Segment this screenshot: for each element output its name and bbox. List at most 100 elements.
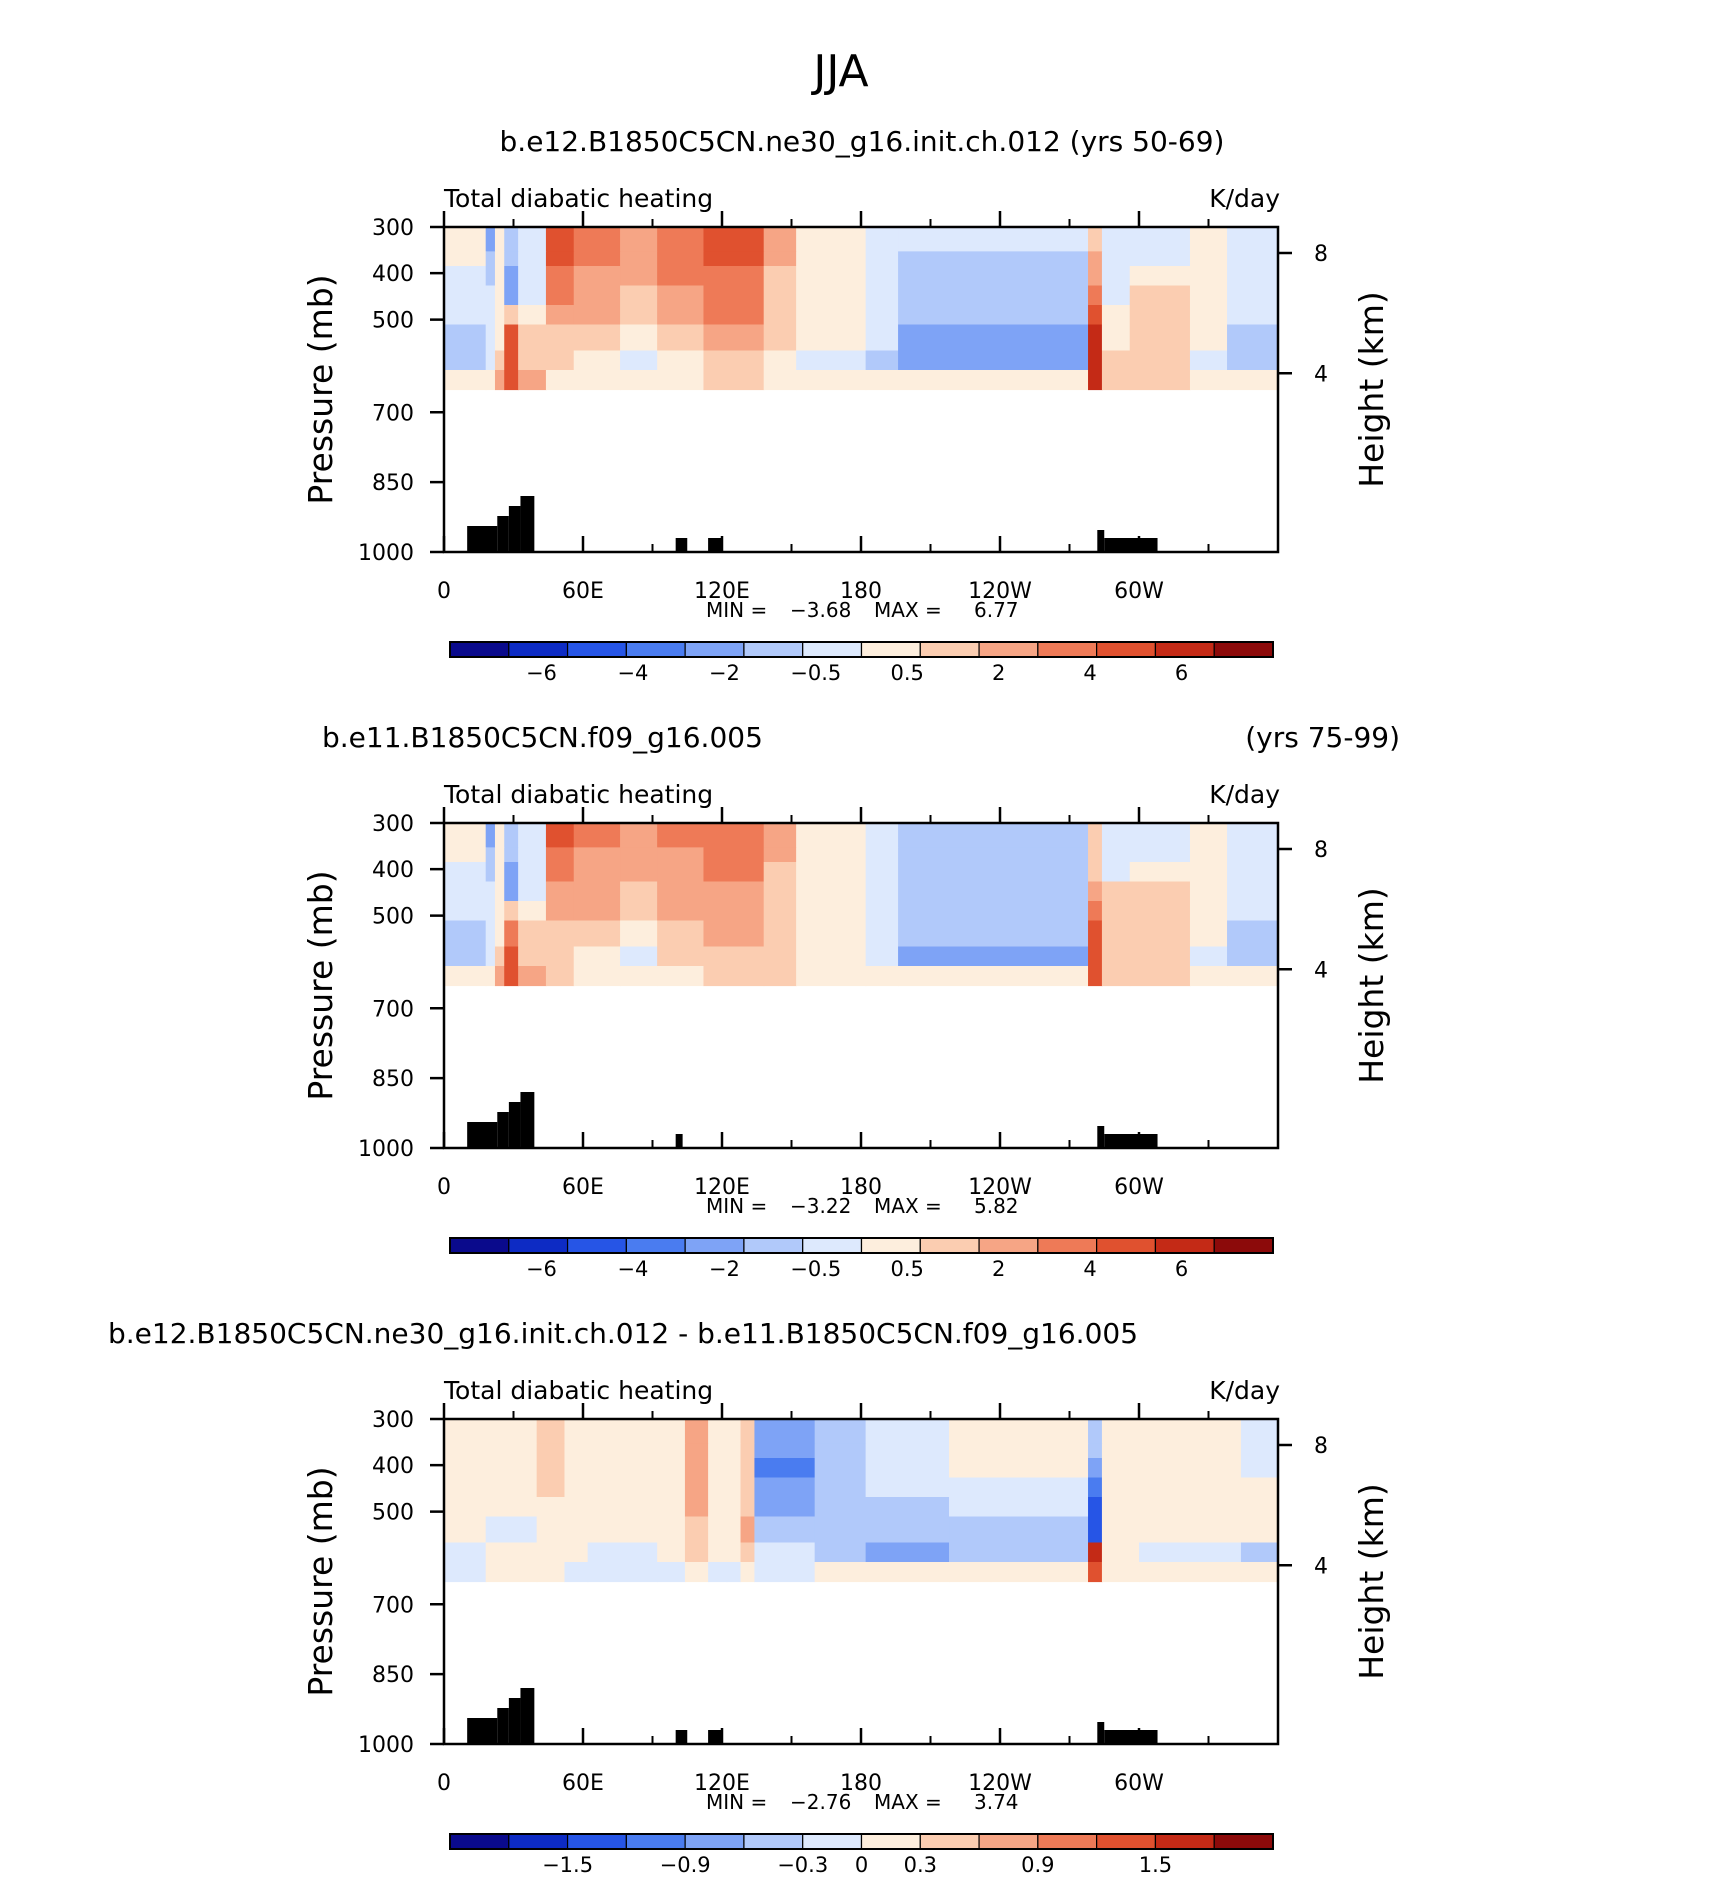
contour-cell: [494, 920, 505, 948]
contour-cell: [898, 847, 1089, 863]
colorbar-swatch: [508, 1833, 569, 1850]
x-tick-label: 120E: [694, 1175, 750, 1200]
contour-cell: [587, 1458, 658, 1479]
contour-cell: [1101, 251, 1131, 267]
contour-cell: [518, 305, 547, 326]
contour-cell: [494, 862, 505, 883]
contour-cell: [573, 881, 621, 902]
contour-field: [444, 227, 1279, 391]
topography-block: [508, 506, 521, 552]
y-right-tick-label: 8: [1314, 838, 1328, 863]
contour-cell: [485, 847, 496, 863]
contour-cell: [814, 1497, 867, 1518]
contour-cell: [494, 324, 505, 352]
contour-cell: [657, 1477, 686, 1498]
contour-cell: [865, 350, 899, 371]
contour-cell: [949, 1516, 992, 1544]
contour-cell: [494, 266, 505, 287]
contour-cell: [536, 1542, 566, 1563]
contour-cell: [485, 1419, 538, 1444]
contour-cell: [494, 901, 505, 922]
y-tick-label: 1000: [358, 1137, 414, 1162]
contour-cell: [444, 251, 487, 267]
contour-cell: [703, 370, 765, 391]
contour-cell: [740, 1562, 756, 1583]
contour-cell: [1101, 1477, 1140, 1498]
contour-cell: [796, 324, 867, 352]
contour-cell: [708, 1458, 728, 1479]
colorbar-swatch: [1037, 1833, 1098, 1850]
contour-cell: [1101, 285, 1131, 306]
contour-cell: [657, 370, 705, 391]
contour-cell: [990, 1562, 1089, 1583]
contour-cell: [703, 350, 765, 371]
contour-cell: [657, 1458, 686, 1479]
contour-cell: [1240, 1443, 1279, 1459]
contour-cell: [620, 266, 658, 287]
x-tick-label: 60W: [1114, 1771, 1164, 1796]
contour-cell: [898, 881, 1089, 902]
contour-cell: [740, 1542, 756, 1563]
contour-cell: [657, 1516, 686, 1544]
contour-cell: [1101, 946, 1131, 967]
contour-cell: [865, 1542, 950, 1563]
contour-cell: [573, 946, 621, 967]
topography-block: [675, 538, 688, 552]
contour-cell: [1139, 1443, 1242, 1459]
contour-cell: [573, 370, 621, 391]
contour-cell: [444, 823, 487, 848]
contour-cell: [1227, 324, 1279, 352]
contour-cell: [754, 1419, 816, 1444]
contour-cell: [587, 1497, 658, 1518]
contour-cell: [1189, 305, 1228, 326]
contour-cell: [1101, 920, 1131, 948]
colorbar-swatch: [625, 641, 686, 658]
contour-cell: [587, 1477, 658, 1498]
y-right-tick-label: 8: [1314, 1434, 1328, 1459]
contour-cell: [485, 305, 496, 326]
colorbar-swatch: [1037, 641, 1098, 658]
topography-block: [708, 538, 722, 552]
contour-cell: [684, 1477, 709, 1498]
contour-cell: [1227, 350, 1279, 371]
contour-cell: [754, 1497, 816, 1518]
contour-cell: [1101, 1497, 1140, 1518]
y-tick-label: 500: [372, 905, 414, 930]
chart-panel-2: b.e11.B1850C5CN.f09_g16.005 (yrs 75-99) To…: [301, 721, 1400, 1281]
contour-cell: [1189, 251, 1228, 267]
contour-cell: [898, 227, 1089, 252]
contour-cell: [657, 823, 705, 848]
contour-cell: [573, 266, 621, 287]
contour-cell: [573, 847, 621, 863]
contour-cell: [504, 227, 519, 252]
contour-cell: [726, 1443, 742, 1459]
y-tick-label: 1000: [358, 541, 414, 566]
contour-cell: [1101, 862, 1131, 883]
contour-cell: [504, 266, 519, 287]
contour-cell: [1088, 324, 1103, 352]
colorbar-label: 0.3: [904, 1853, 937, 1877]
colorbar-swatch: [625, 1237, 686, 1254]
colorbar-label: −4: [617, 1257, 648, 1281]
contour-cell: [504, 324, 519, 352]
colorbar-label: 0.9: [1021, 1853, 1054, 1877]
min-label: MIN =: [706, 598, 767, 622]
contour-cell: [494, 966, 505, 987]
colorbar-swatch: [802, 1833, 863, 1850]
contour-cell: [1088, 823, 1103, 848]
min-value: −2.76: [790, 1790, 851, 1814]
colorbar-swatch: [1213, 1237, 1274, 1254]
contour-cell: [485, 1542, 538, 1563]
contour-cell: [444, 847, 487, 863]
contour-cell: [865, 1458, 950, 1479]
y-tick-label: 850: [372, 1663, 414, 1688]
contour-cell: [1129, 901, 1191, 922]
contour-cell: [949, 1443, 992, 1459]
topography-block: [520, 1688, 535, 1744]
x-tick-label: 60E: [562, 1175, 604, 1200]
colorbar-label: 0.5: [891, 1257, 924, 1281]
colorbar-swatch: [1096, 1237, 1157, 1254]
contour-cell: [1088, 881, 1103, 902]
contour-cell: [1088, 920, 1103, 948]
